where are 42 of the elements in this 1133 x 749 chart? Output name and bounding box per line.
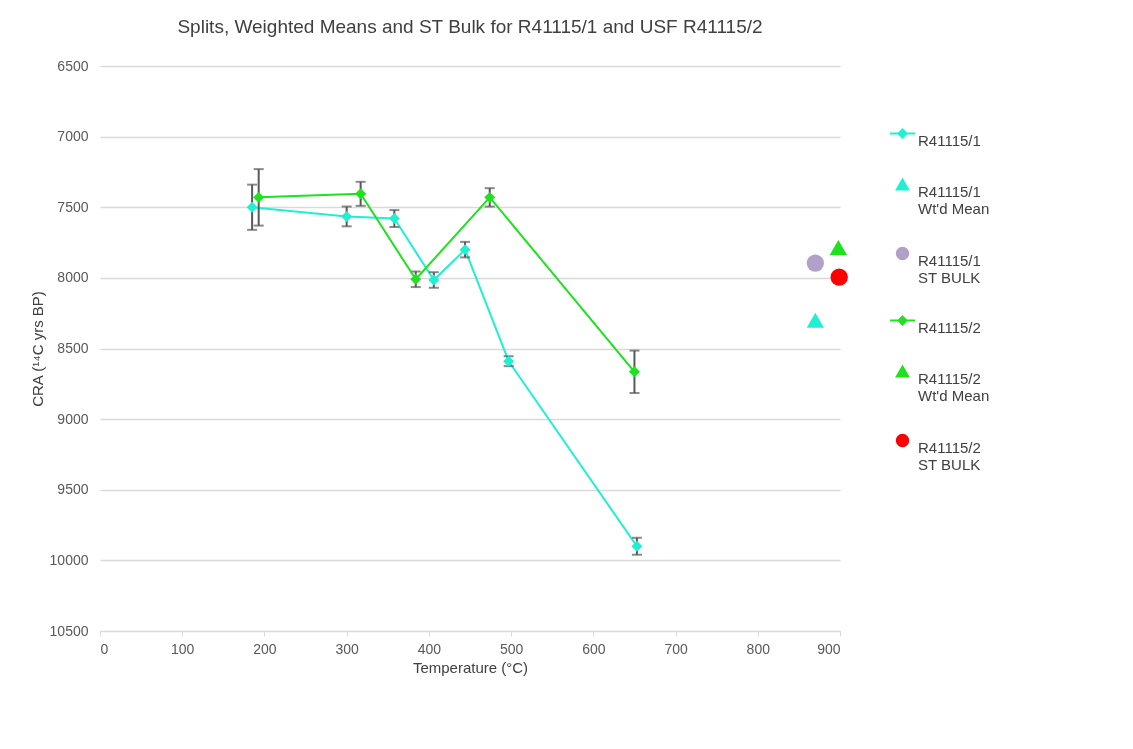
point (631, 540, 643, 552)
x-tick-label: 500 (499, 640, 524, 657)
y-tick-label: 10000 (49, 551, 89, 568)
y-tick-label: 9000 (57, 410, 89, 427)
point (830, 268, 848, 286)
y-tick-label: 10500 (49, 622, 89, 639)
point (355, 188, 367, 200)
x-tick-label: 600 (582, 640, 606, 657)
x-tick-label: 100 (171, 640, 195, 657)
point (246, 201, 258, 213)
point (628, 366, 640, 378)
legend-label: R41115/2 Wt'd Mean (918, 369, 990, 404)
x-tick-label: 700 (664, 640, 688, 657)
x-tick-label: 900 (817, 640, 841, 657)
point (253, 191, 265, 203)
legend-label: R41115/1 (918, 131, 981, 149)
point (341, 210, 353, 222)
x-tick-label: 300 (335, 640, 360, 657)
point (484, 191, 496, 203)
y-tick-label: 6500 (57, 57, 89, 74)
y-tick-label: 9500 (57, 481, 89, 498)
y-tick-label: 7000 (57, 128, 89, 145)
point (410, 273, 422, 285)
point (829, 240, 848, 256)
x-tick-label: 800 (746, 640, 771, 657)
point (388, 213, 400, 225)
x-axis-title: Temperature (°C) (412, 658, 529, 676)
y-tick-label: 7500 (57, 198, 89, 215)
point (806, 254, 824, 272)
x-tick-label: 400 (417, 640, 442, 657)
legend-label: R41115/2 (918, 318, 981, 336)
chart-title: Splits, Weighted Means and ST Bulk for R41115/1 and USF R41115/2 (177, 16, 763, 37)
x-tick-label: 200 (253, 640, 277, 657)
y-axis-title: CRA (¹⁴C yrs BP) (28, 291, 46, 407)
point (459, 244, 471, 256)
legend-label: R41115/1 Wt'd Mean (918, 182, 990, 217)
legend-label: R41115/2 ST BULK (918, 438, 981, 473)
y-tick-label: 8000 (57, 269, 89, 286)
legend-label: R41115/1 ST BULK (918, 251, 981, 286)
x-tick-label: 0 (100, 640, 109, 657)
point (806, 312, 824, 328)
y-tick-label: 8500 (57, 340, 89, 356)
